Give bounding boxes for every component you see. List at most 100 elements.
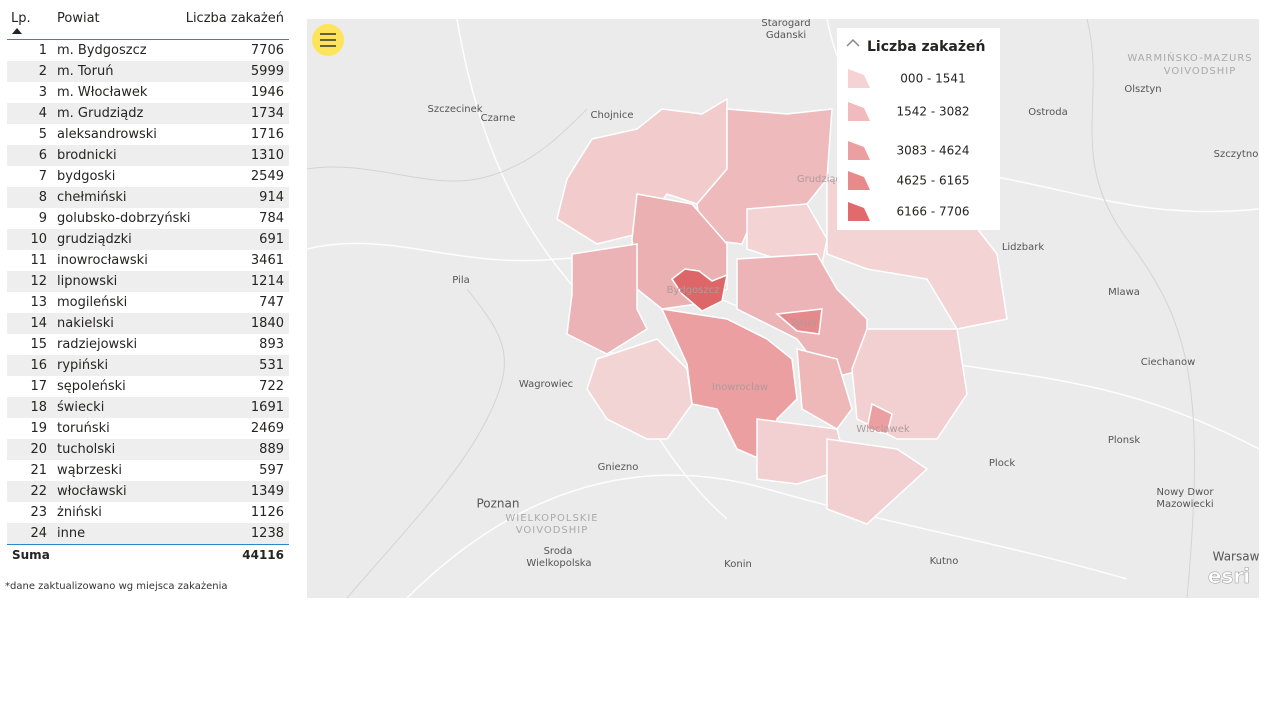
- table-row: 24 inne 1238: [7, 523, 289, 544]
- place-label: Olsztyn: [1124, 84, 1161, 95]
- legend-swatch: [848, 171, 870, 190]
- place-label: Gdanski: [766, 30, 806, 41]
- menu-icon: [320, 33, 336, 47]
- row-number: 7: [38, 169, 47, 184]
- table-row: 4 m. Grudziądz 1734: [7, 103, 289, 124]
- table-row: 10 grudziądzki 691: [7, 229, 289, 250]
- case-count: 597: [259, 463, 284, 478]
- place-label: Wagrowiec: [519, 379, 573, 390]
- table-body: 1 m. Bydgoszcz 7706 2 m. Toruń 5999 3 m. Włocła…: [7, 40, 289, 544]
- place-label: Czarne: [481, 113, 516, 124]
- legend-label: 6166 - 7706: [896, 205, 969, 219]
- place-label: Chojnice: [591, 110, 634, 121]
- header-count[interactable]: Liczba zakażeń: [185, 11, 284, 26]
- table-row: 12 lipnowski 1214: [7, 271, 289, 292]
- case-count: 1349: [250, 484, 284, 499]
- place-label: Gniezno: [598, 462, 639, 473]
- attribution: esri: [1208, 564, 1250, 588]
- district-name: żniński: [57, 505, 102, 520]
- district-name: lipnowski: [57, 274, 118, 289]
- table-row: 21 wąbrzeski 597: [7, 460, 289, 481]
- place-label: Szczecinek: [427, 104, 482, 115]
- table-row: 17 sępoleński 722: [7, 376, 289, 397]
- case-count: 722: [259, 379, 284, 394]
- place-label: Pila: [452, 275, 470, 286]
- district-name: grudziądzki: [57, 232, 132, 247]
- table-row: 14 nakielski 1840: [7, 313, 289, 334]
- place-label: VOIVODSHIP: [516, 525, 589, 536]
- case-count: 1734: [250, 106, 284, 121]
- place-label: Wloclawek: [856, 424, 910, 435]
- place-label: Wielkopolska: [526, 558, 591, 569]
- case-count: 889: [259, 442, 284, 457]
- place-label: Konin: [724, 559, 752, 570]
- district-name: toruński: [57, 421, 110, 436]
- case-count: 691: [259, 232, 284, 247]
- row-number: 1: [38, 43, 47, 58]
- row-number: 19: [30, 421, 47, 436]
- case-count: 893: [259, 337, 284, 352]
- case-count: 747: [259, 295, 284, 310]
- row-number: 10: [30, 232, 47, 247]
- total-label: Suma: [12, 548, 50, 562]
- legend[interactable]: Liczba zakażeń 000 - 1541 1542 - 3082 3083…: [837, 28, 1000, 230]
- table-row: 19 toruński 2469: [7, 418, 289, 439]
- place-label: Torun: [788, 318, 816, 329]
- case-count: 1238: [250, 526, 284, 541]
- footnote: *dane zaktualizowano wg miejsca zakażeni…: [5, 581, 228, 592]
- district-name: tucholski: [57, 442, 116, 457]
- case-count: 1716: [250, 127, 284, 142]
- place-label: Ciechanow: [1141, 357, 1196, 368]
- row-number: 6: [38, 148, 47, 163]
- place-label: Poznan: [476, 497, 519, 511]
- table-row: 7 bydgoski 2549: [7, 166, 289, 187]
- row-number: 11: [30, 253, 47, 268]
- district-name: inne: [57, 526, 86, 541]
- district-name: m. Włocławek: [57, 85, 148, 100]
- district-name: sępoleński: [57, 379, 126, 394]
- row-number: 12: [30, 274, 47, 289]
- table-row: 5 aleksandrowski 1716: [7, 124, 289, 145]
- district-name: golubsko-dobrzyński: [57, 211, 191, 226]
- row-number: 20: [30, 442, 47, 457]
- row-number: 24: [30, 526, 47, 541]
- header-lp[interactable]: Lp.: [11, 11, 31, 26]
- row-number: 3: [38, 85, 47, 100]
- place-label: WIELKOPOLSKIE: [505, 513, 598, 524]
- table-row: 2 m. Toruń 5999: [7, 61, 289, 82]
- district-name: m. Toruń: [57, 64, 114, 79]
- row-number: 8: [38, 190, 47, 205]
- district-name: wąbrzeski: [57, 463, 122, 478]
- district-name: m. Bydgoszcz: [57, 43, 147, 58]
- case-count: 784: [259, 211, 284, 226]
- row-number: 22: [30, 484, 47, 499]
- table-row: 20 tucholski 889: [7, 439, 289, 460]
- table-row: 6 brodnicki 1310: [7, 145, 289, 166]
- header-powiat[interactable]: Powiat: [57, 11, 100, 26]
- place-label: Plonsk: [1108, 435, 1140, 446]
- table-row: 23 żniński 1126: [7, 502, 289, 523]
- legend-swatch: [848, 102, 870, 121]
- case-count: 1126: [250, 505, 284, 520]
- row-number: 23: [30, 505, 47, 520]
- legend-label: 1542 - 3082: [896, 105, 969, 119]
- district-name: świecki: [57, 400, 105, 415]
- legend-label: 000 - 1541: [900, 72, 965, 86]
- table: Lp. Powiat Liczba zakażeń 1 m. Bydgoszcz 7…: [7, 8, 289, 566]
- row-number: 21: [30, 463, 47, 478]
- district-name: rypiński: [57, 358, 109, 373]
- table-row: 13 mogileński 747: [7, 292, 289, 313]
- legend-swatch: [848, 202, 870, 221]
- row-number: 4: [38, 106, 47, 121]
- case-count: 1840: [250, 316, 284, 331]
- case-count: 1310: [250, 148, 284, 163]
- place-label: Bydgoszcz: [667, 285, 720, 296]
- row-number: 15: [30, 337, 47, 352]
- table-row: 15 radziejowski 893: [7, 334, 289, 355]
- legend-label: 4625 - 6165: [896, 174, 969, 188]
- row-number: 9: [38, 211, 47, 226]
- place-label: Plock: [989, 458, 1015, 469]
